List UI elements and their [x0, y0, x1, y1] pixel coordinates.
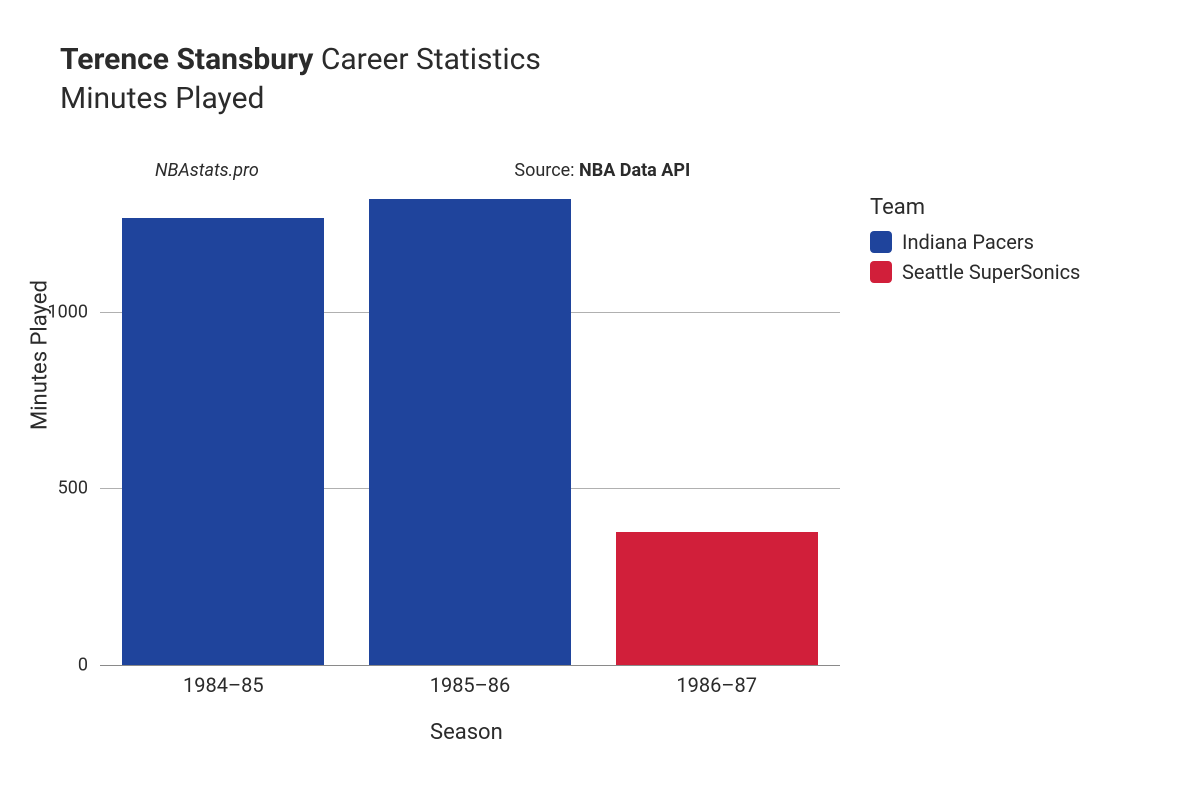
- axis-baseline: [100, 665, 840, 666]
- source-name: NBA Data API: [579, 160, 690, 181]
- bar: [616, 532, 818, 665]
- x-tick-label: 1984–85: [183, 673, 264, 697]
- legend-item: Indiana Pacers: [870, 230, 1080, 254]
- legend-swatch: [870, 261, 892, 283]
- legend-swatch: [870, 231, 892, 253]
- legend-label: Seattle SuperSonics: [902, 260, 1080, 284]
- y-tick-label: 1000: [28, 301, 88, 322]
- bar: [122, 218, 324, 665]
- x-axis-label: Season: [430, 720, 503, 745]
- source-label: Source: NBA Data API: [514, 160, 690, 181]
- bar: [369, 199, 571, 665]
- legend-title: Team: [870, 195, 1080, 220]
- legend: Team Indiana Pacers Seattle SuperSonics: [870, 195, 1080, 290]
- title-line-1: Terence Stansbury Career Statistics: [60, 40, 541, 81]
- y-tick-label: 0: [28, 655, 88, 676]
- title-suffix: Career Statistics: [313, 42, 540, 77]
- legend-item: Seattle SuperSonics: [870, 260, 1080, 284]
- chart-container: Terence Stansbury Career Statistics Minu…: [0, 0, 1200, 800]
- title-player-name: Terence Stansbury: [60, 42, 313, 77]
- title-line-2: Minutes Played: [60, 81, 541, 116]
- attribution-label: NBAstats.pro: [155, 160, 259, 181]
- legend-items: Indiana Pacers Seattle SuperSonics: [870, 230, 1080, 284]
- x-tick-label: 1985–86: [430, 673, 511, 697]
- chart-title: Terence Stansbury Career Statistics Minu…: [60, 40, 541, 116]
- source-prefix: Source:: [514, 160, 579, 181]
- legend-label: Indiana Pacers: [902, 230, 1034, 254]
- plot-area: 050010001984–851985–861986–87: [100, 195, 840, 665]
- x-tick-label: 1986–87: [676, 673, 757, 697]
- plot-inner: 050010001984–851985–861986–87: [100, 195, 840, 665]
- y-tick-label: 500: [28, 478, 88, 499]
